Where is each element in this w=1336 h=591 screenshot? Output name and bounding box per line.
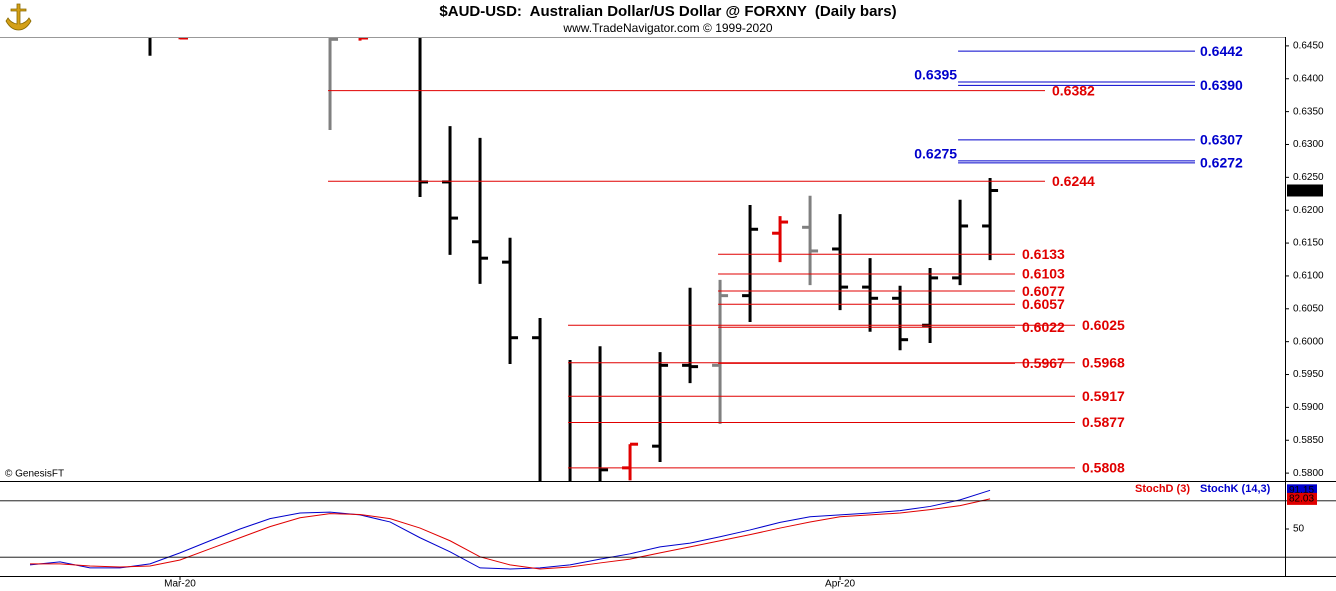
annotations: 0.5800 0.5850 0.5900 0.5950 0.6000 0.6050 0.61… (0, 41, 1336, 590)
y-tick-label: 0.6100 (1293, 271, 1324, 282)
level-label: 0.6307 (1200, 132, 1243, 148)
level-label: 0.5967 (1022, 355, 1065, 371)
y-tick-label: 0.5900 (1293, 402, 1324, 413)
x-tick-label: Apr-20 (825, 579, 855, 590)
y-tick-label: 0.6400 (1293, 73, 1324, 84)
chart-title: $AUD-USD: Australian Dollar/US Dollar @ … (439, 3, 896, 20)
y-tick-label: 0.5850 (1293, 435, 1324, 446)
level-label: 0.6077 (1022, 283, 1065, 299)
y-tick-label: 0.5950 (1293, 369, 1324, 380)
y-tick-label: 0.6350 (1293, 106, 1324, 117)
last-price-label: 0.6230 (1289, 185, 1320, 196)
level-label: 0.6025 (1082, 317, 1125, 333)
level-label: 0.6395 (914, 67, 957, 83)
y-tick-label: 0.6450 (1293, 41, 1324, 52)
level-label: 0.5917 (1082, 388, 1125, 404)
value-tag-label: 82.03 (1289, 494, 1314, 505)
level-label: 0.5968 (1082, 354, 1125, 370)
value-tag-label: 91.15 (1289, 485, 1314, 496)
source-note: © GenesisFT (5, 469, 64, 480)
y-tick-label: 0.6150 (1293, 238, 1324, 249)
chart-subtitle: www.TradeNavigator.com © 1999-2020 (562, 21, 772, 35)
level-label: 0.5877 (1082, 414, 1125, 430)
level-label: 0.6275 (914, 146, 957, 162)
y-tick-label: 50 (1293, 524, 1305, 535)
level-label: 0.6390 (1200, 77, 1243, 93)
y-tick-label: 0.5800 (1293, 468, 1324, 479)
stoch-panel (29, 489, 991, 570)
y-tick-label: 0.6250 (1293, 172, 1324, 183)
legend-entry: StochD (3) (1135, 483, 1190, 495)
y-tick-label: 0.6200 (1293, 205, 1324, 216)
level-label: 0.6022 (1022, 319, 1065, 335)
level-label: 0.6103 (1022, 266, 1065, 282)
level-label: 0.6057 (1022, 296, 1065, 312)
level-label: 0.5808 (1082, 460, 1125, 476)
level-label: 0.6133 (1022, 246, 1065, 262)
y-tick-label: 0.6050 (1293, 303, 1324, 314)
level-label: 0.6244 (1052, 173, 1095, 189)
value-tag (1287, 492, 1317, 505)
y-tick-label: 0.6000 (1293, 336, 1324, 347)
stoch-line (29, 489, 991, 570)
level-label: 0.6382 (1052, 82, 1095, 98)
legend-entry: StochK (14,3) (1200, 483, 1271, 495)
logo (5, 3, 32, 31)
stoch-line (30, 498, 991, 570)
y-tick-label: 0.6300 (1293, 139, 1324, 150)
level-label: 0.6442 (1200, 43, 1243, 59)
last-price-box (1287, 184, 1323, 197)
level-label: 0.6272 (1200, 155, 1243, 171)
x-tick-label: Mar-20 (164, 579, 196, 590)
